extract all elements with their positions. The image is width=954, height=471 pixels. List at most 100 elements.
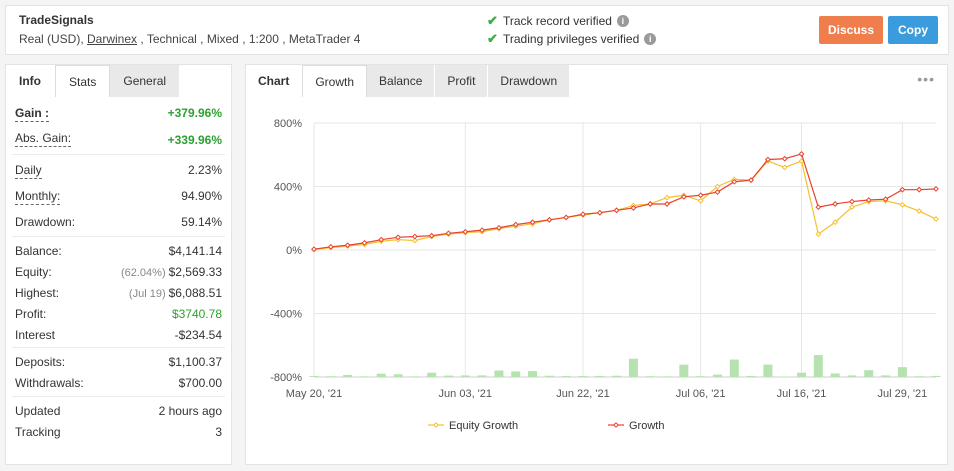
stat-value: 2 hours ago bbox=[158, 404, 222, 418]
bar bbox=[561, 376, 571, 377]
stat-value: $3740.78 bbox=[171, 307, 222, 321]
legend-label: Equity Growth bbox=[449, 420, 518, 432]
stat-row-highest: Highest: (Jul 19) $6,088.51 bbox=[6, 282, 231, 303]
stat-value: (Jul 19) $6,088.51 bbox=[129, 286, 222, 300]
stat-row-tracking: Tracking 3 bbox=[6, 421, 231, 442]
series-point bbox=[781, 164, 788, 171]
series-point bbox=[496, 224, 502, 231]
bar bbox=[326, 376, 336, 377]
track-record-label: Track record verified bbox=[503, 14, 612, 28]
y-tick-label: -800% bbox=[270, 372, 302, 384]
series-point bbox=[411, 233, 418, 240]
bar bbox=[494, 370, 504, 377]
stat-label: Balance: bbox=[15, 244, 62, 258]
system-header: TradeSignals Real (USD), Darwinex , Tech… bbox=[5, 5, 949, 55]
info-icon[interactable]: i bbox=[616, 15, 629, 27]
series-point bbox=[563, 214, 570, 221]
stat-row-withdrawals: Withdrawals: $700.00 bbox=[6, 372, 231, 396]
chart-tabs: Chart Growth Balance Profit Drawdown bbox=[246, 65, 947, 97]
info-icon[interactable]: i bbox=[644, 33, 657, 45]
stat-value: +339.96% bbox=[167, 133, 222, 147]
series-point bbox=[714, 183, 721, 190]
stat-value: (62.04%) $2,569.33 bbox=[121, 265, 222, 279]
series-point bbox=[479, 227, 486, 234]
discuss-button[interactable]: Discuss bbox=[819, 16, 883, 44]
series-point bbox=[815, 204, 822, 211]
divider bbox=[12, 236, 225, 237]
stat-label: Drawdown: bbox=[15, 215, 76, 229]
x-tick-label: Jul 06, '21 bbox=[676, 388, 726, 400]
bar bbox=[309, 376, 319, 377]
tab-drawdown[interactable]: Drawdown bbox=[488, 65, 571, 97]
stat-label[interactable]: Gain : bbox=[15, 106, 50, 122]
tab-balance[interactable]: Balance bbox=[367, 65, 436, 97]
series-line bbox=[313, 153, 937, 250]
bar bbox=[376, 373, 386, 377]
bar bbox=[393, 374, 403, 377]
stat-label[interactable]: Abs. Gain: bbox=[15, 131, 72, 147]
stat-label[interactable]: Daily bbox=[15, 163, 42, 179]
series-point bbox=[395, 234, 401, 241]
broker-link[interactable]: Darwinex bbox=[87, 32, 138, 46]
trading-privileges-label: Trading privileges verified bbox=[503, 32, 640, 46]
bar bbox=[746, 375, 756, 377]
bar bbox=[729, 359, 739, 377]
series-point bbox=[781, 155, 788, 162]
legend-marker bbox=[433, 422, 439, 428]
tab-info[interactable]: Info bbox=[6, 65, 55, 97]
bar bbox=[410, 376, 420, 377]
series-point bbox=[428, 232, 435, 239]
meta-prefix: Real (USD), bbox=[19, 32, 88, 46]
bar bbox=[914, 376, 924, 377]
bar bbox=[712, 374, 722, 377]
more-options-icon[interactable]: ••• bbox=[917, 71, 935, 87]
series-point bbox=[849, 204, 855, 211]
stat-value: 94.90% bbox=[181, 189, 222, 203]
stats-tabs: Info Stats General bbox=[6, 65, 231, 97]
series-line bbox=[313, 160, 937, 251]
stat-label: Tracking bbox=[15, 425, 61, 439]
series-point bbox=[647, 201, 654, 207]
tab-profit[interactable]: Profit bbox=[435, 65, 489, 97]
chart-panel: Chart Growth Balance Profit Drawdown •••… bbox=[245, 64, 948, 465]
bar bbox=[595, 375, 605, 377]
series-point bbox=[764, 156, 771, 163]
stat-note: (Jul 19) bbox=[128, 288, 166, 300]
tab-growth[interactable]: Growth bbox=[302, 65, 368, 97]
stat-value-text: $6,088.51 bbox=[168, 286, 222, 300]
tab-chart[interactable]: Chart bbox=[246, 65, 303, 97]
series-point bbox=[849, 198, 855, 205]
stat-label: Updated bbox=[15, 404, 61, 418]
series-point bbox=[411, 237, 418, 244]
bar bbox=[931, 375, 941, 377]
bar bbox=[544, 375, 554, 377]
series-point bbox=[916, 186, 923, 193]
meta-suffix: , Technical , Mixed , 1:200 , MetaTrader… bbox=[137, 32, 361, 46]
x-tick-label: Jul 16, '21 bbox=[777, 388, 827, 400]
divider bbox=[12, 154, 225, 155]
stat-label: Equity: bbox=[15, 265, 52, 279]
tab-stats[interactable]: Stats bbox=[55, 65, 111, 97]
bar bbox=[847, 375, 857, 377]
stat-label: Withdrawals: bbox=[15, 376, 84, 390]
stat-row-interest: Interest -$234.54 bbox=[6, 324, 231, 347]
stat-row-drawdown: Drawdown: 59.14% bbox=[6, 211, 231, 236]
stat-row-deposits: Deposits: $1,100.37 bbox=[6, 351, 231, 372]
copy-button[interactable]: Copy bbox=[888, 16, 938, 44]
series-point bbox=[899, 186, 906, 193]
y-tick-label: 800% bbox=[274, 118, 302, 130]
series-point bbox=[933, 185, 939, 192]
series-point bbox=[933, 216, 939, 222]
system-name: TradeSignals bbox=[19, 13, 94, 27]
tab-general[interactable]: General bbox=[110, 65, 181, 97]
bar bbox=[628, 358, 638, 377]
bar bbox=[696, 376, 706, 377]
stat-label[interactable]: Monthly: bbox=[15, 189, 61, 205]
bar bbox=[679, 364, 689, 377]
stat-value-text: $2,569.33 bbox=[168, 265, 222, 279]
bar bbox=[359, 376, 369, 377]
bar bbox=[645, 376, 655, 377]
series-point bbox=[664, 201, 670, 207]
bar bbox=[763, 364, 773, 377]
bar bbox=[897, 367, 907, 377]
